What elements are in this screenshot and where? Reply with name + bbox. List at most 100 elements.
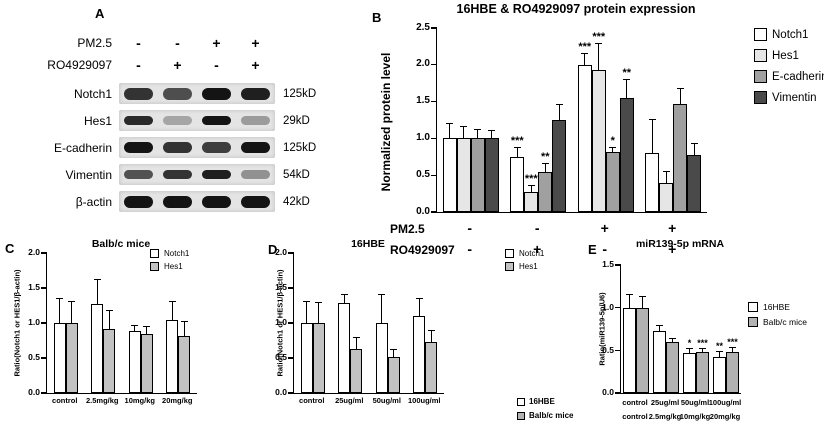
x-label: 10mg/kg: [679, 412, 711, 421]
error-cap: [716, 351, 723, 353]
x-sign: -: [467, 241, 473, 257]
bar-balb-c-mice: [636, 307, 649, 393]
error-whisker: [689, 348, 690, 353]
y-tick-label: 2.0: [275, 247, 287, 258]
sig-star: ***: [592, 31, 606, 44]
blot-band: [202, 170, 231, 179]
error-cap: [415, 297, 423, 299]
legend-label: 16HBE: [763, 302, 790, 312]
panel-b: B 16HBE & RO4929097 protein expression N…: [356, 2, 824, 257]
error-whisker: [355, 338, 357, 349]
blot-lane: [197, 137, 236, 158]
y-tick-label: 1.0: [602, 302, 614, 312]
blot-band: [163, 116, 192, 125]
bar-balb-c-mice: [726, 352, 739, 393]
blot-lane: [119, 137, 158, 158]
blot-band: [202, 116, 231, 125]
x-label: 25ug/ml: [335, 396, 364, 405]
blot-band: [124, 87, 153, 100]
y-tick-label: 0.0: [275, 387, 287, 398]
sig-star: **: [622, 66, 632, 79]
error-cap: [527, 185, 535, 187]
bar-16hbe: [713, 357, 726, 393]
y-tick-label: 0.5: [275, 352, 287, 363]
bar-hes1: [524, 192, 539, 212]
y-tick-label: 0.0: [28, 387, 40, 398]
sig-star: **: [540, 151, 550, 164]
bar-e-cadherin: [470, 138, 485, 212]
legend-label: Balb/c mice: [529, 411, 574, 420]
y-tick: [41, 252, 47, 254]
panel-c: C Balb/c mice Ratio(Notch1 or HES1/β-act…: [2, 236, 236, 442]
bar-notch1: [510, 156, 525, 212]
bar-hes1: [178, 335, 191, 393]
x-sign: +: [668, 241, 677, 257]
error-cap: [352, 337, 360, 339]
bar-notch1: [375, 323, 388, 393]
blot-strip: [119, 110, 275, 131]
chart-d-plot: 0.0 0.5 1.0 1.5 2.0: [275, 248, 444, 396]
error-whisker: [146, 326, 148, 334]
treatment-sign: -: [175, 35, 180, 51]
y-tick-label: 1.5: [275, 282, 287, 293]
treatment-sign: -: [214, 57, 219, 73]
x-sign: +: [533, 241, 542, 257]
x-row-name: RO4929097: [390, 243, 455, 257]
error-whisker: [544, 164, 546, 172]
x-row-name: PM2.5: [390, 222, 425, 236]
error-whisker: [491, 131, 493, 139]
bar-hes1: [659, 182, 674, 212]
x-sign: -: [602, 241, 608, 257]
blot-band: [124, 142, 153, 153]
blot-lane: [158, 137, 197, 158]
treatment-signs: - - + +: [119, 35, 275, 51]
error-cap: [609, 146, 617, 148]
blot-band: [241, 195, 270, 208]
legend-item: 16HBE: [748, 302, 807, 312]
blot-lane: [236, 137, 275, 158]
treatment-sign: +: [251, 57, 260, 73]
error-cap: [626, 293, 633, 295]
axis-row-key: Balb/c mice: [517, 411, 573, 420]
legend-item: Balb/c mice: [748, 317, 807, 327]
axis-row-key: 16HBE: [517, 397, 555, 406]
y-tick: [288, 392, 294, 394]
panel-a-label: A: [95, 6, 105, 21]
bar-balb-c-mice: [666, 341, 679, 393]
legend-swatch: [754, 28, 767, 41]
bar-vimentin: [619, 97, 634, 212]
error-cap: [340, 294, 348, 295]
bar-hes1: [140, 333, 153, 393]
protein-label: Notch1: [73, 86, 112, 101]
legend-swatch: [754, 49, 767, 62]
error-whisker: [672, 339, 673, 342]
blot-strip: [119, 164, 275, 185]
blot-row: Vimentin 54kD: [30, 161, 332, 188]
bar-hes1: [65, 323, 78, 393]
legend-label: Balb/c mice: [763, 317, 807, 327]
y-tick-label: 2.5: [416, 21, 430, 33]
error-whisker: [108, 311, 110, 329]
error-cap: [541, 163, 549, 165]
blot-band: [202, 195, 231, 208]
y-tick: [41, 392, 47, 394]
blot-lane: [119, 164, 158, 185]
blot-band: [124, 195, 153, 208]
blot-strip: [119, 83, 275, 104]
chart-c-legend: Notch1 Hes1: [150, 249, 189, 275]
chart-e-legend: 16HBE Balb/c mice: [748, 302, 807, 332]
blot-lane: [236, 83, 275, 104]
y-tick-label: 1.5: [416, 95, 430, 107]
legend-item: Notch1: [505, 249, 544, 258]
protein-label: β-actin: [75, 194, 112, 209]
treatment-sign: -: [136, 35, 141, 51]
error-cap: [143, 325, 151, 327]
legend-label: Hes1: [772, 49, 799, 62]
legend-item: Hes1: [150, 262, 189, 271]
y-tick: [41, 357, 47, 359]
legend-item: Hes1: [505, 262, 544, 271]
sig-star: *: [687, 337, 692, 348]
panel-a-blots: Notch1 125kD Hes1 29kD E-cadherin 125kD Viment…: [30, 80, 332, 215]
bar-balb-c-mice: [696, 352, 709, 393]
